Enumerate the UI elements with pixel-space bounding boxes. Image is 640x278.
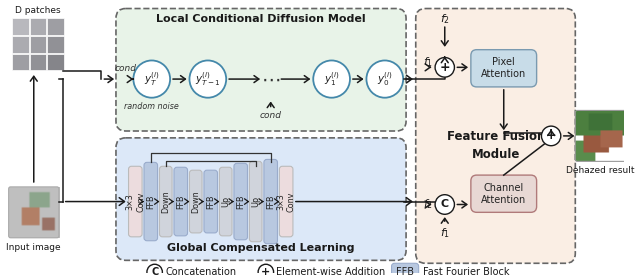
Text: FFB: FFB xyxy=(206,194,215,209)
Bar xyxy=(47,36,64,53)
Text: Dehazed result: Dehazed result xyxy=(566,166,635,175)
Text: $f_1$: $f_1$ xyxy=(424,56,434,69)
Text: $y_T^{(i)}$: $y_T^{(i)}$ xyxy=(144,70,160,88)
Text: $y_1^{(i)}$: $y_1^{(i)}$ xyxy=(324,70,340,88)
FancyBboxPatch shape xyxy=(416,9,575,263)
Text: +: + xyxy=(261,267,271,277)
Text: Fast Fourier Block: Fast Fourier Block xyxy=(422,267,509,277)
Circle shape xyxy=(189,60,226,98)
FancyBboxPatch shape xyxy=(234,163,248,240)
Text: Pixel
Attention: Pixel Attention xyxy=(481,58,526,79)
Circle shape xyxy=(367,60,403,98)
FancyBboxPatch shape xyxy=(220,167,232,236)
FancyBboxPatch shape xyxy=(264,159,278,244)
Bar xyxy=(47,54,64,70)
FancyBboxPatch shape xyxy=(116,9,406,131)
Text: 3×3
Conv: 3×3 Conv xyxy=(276,191,296,212)
Text: C: C xyxy=(441,200,449,210)
Text: +: + xyxy=(440,61,450,74)
Text: +: + xyxy=(546,129,556,142)
Text: Feature Fusion
Module: Feature Fusion Module xyxy=(447,130,545,161)
FancyBboxPatch shape xyxy=(189,170,202,233)
Text: D patches: D patches xyxy=(15,6,61,15)
Text: Local Conditional Diffusion Model: Local Conditional Diffusion Model xyxy=(156,14,366,24)
Text: Up: Up xyxy=(252,196,260,207)
FancyBboxPatch shape xyxy=(280,166,293,237)
FancyBboxPatch shape xyxy=(392,263,419,278)
Text: cond: cond xyxy=(115,64,136,73)
Circle shape xyxy=(133,60,170,98)
FancyBboxPatch shape xyxy=(129,166,142,237)
Bar xyxy=(30,54,46,70)
FancyBboxPatch shape xyxy=(204,170,218,233)
FancyBboxPatch shape xyxy=(159,166,172,237)
Text: FFB: FFB xyxy=(266,194,275,209)
Bar xyxy=(13,54,29,70)
Circle shape xyxy=(435,58,454,77)
Text: $f_2$: $f_2$ xyxy=(440,13,450,26)
Text: $\cdots$: $\cdots$ xyxy=(261,70,280,89)
Circle shape xyxy=(541,126,561,146)
Text: $y_0^{(i)}$: $y_0^{(i)}$ xyxy=(377,70,393,88)
Text: C: C xyxy=(151,267,158,277)
Circle shape xyxy=(147,264,163,278)
Text: Input image: Input image xyxy=(6,243,61,252)
FancyBboxPatch shape xyxy=(471,50,536,87)
Text: Down: Down xyxy=(191,190,200,213)
Text: cond: cond xyxy=(260,111,282,120)
Circle shape xyxy=(313,60,350,98)
FancyBboxPatch shape xyxy=(144,162,157,241)
Circle shape xyxy=(435,195,454,214)
Text: FFB: FFB xyxy=(396,267,414,277)
Text: Channel
Attention: Channel Attention xyxy=(481,183,526,205)
Bar xyxy=(13,36,29,53)
Text: 3×3
Conv: 3×3 Conv xyxy=(125,191,145,212)
Text: Element-wise Addition: Element-wise Addition xyxy=(276,267,386,277)
FancyBboxPatch shape xyxy=(116,138,406,260)
Text: FFB: FFB xyxy=(176,194,185,209)
Text: FFB: FFB xyxy=(236,194,245,209)
Text: Concatenation: Concatenation xyxy=(165,267,236,277)
Bar xyxy=(30,36,46,53)
FancyBboxPatch shape xyxy=(250,162,262,242)
Text: $f_2$: $f_2$ xyxy=(424,198,433,211)
FancyBboxPatch shape xyxy=(471,175,536,212)
Text: Down: Down xyxy=(161,190,170,213)
Text: Up: Up xyxy=(221,196,230,207)
Bar xyxy=(47,18,64,35)
Text: FFB: FFB xyxy=(147,194,156,209)
Circle shape xyxy=(258,264,273,278)
Bar xyxy=(30,18,46,35)
Text: Global Compensated Learning: Global Compensated Learning xyxy=(167,244,355,254)
Bar xyxy=(13,18,29,35)
FancyBboxPatch shape xyxy=(174,167,188,236)
Text: random noise: random noise xyxy=(124,102,179,111)
Text: $y_{T-1}^{(i)}$: $y_{T-1}^{(i)}$ xyxy=(195,70,221,88)
Text: $f_1$: $f_1$ xyxy=(440,226,450,240)
